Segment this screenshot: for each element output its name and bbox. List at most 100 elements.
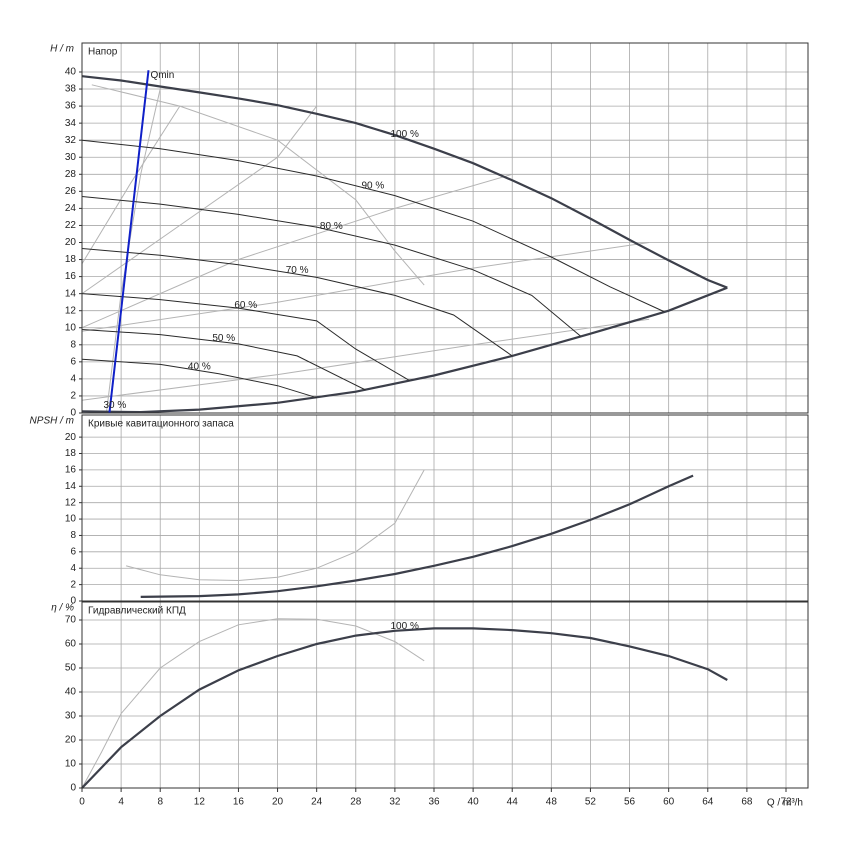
curve-label: 40 %	[188, 361, 211, 372]
x-tick-label: 20	[272, 797, 284, 808]
y-tick-label: 20	[65, 237, 77, 248]
curve	[108, 70, 150, 414]
curve	[81, 286, 728, 414]
y-axis-label: H / m	[50, 44, 74, 55]
y-tick-label: 10	[65, 514, 77, 525]
x-tick-label: 72	[780, 797, 792, 808]
panel-title: Кривые кавитационного запаса	[88, 419, 234, 430]
curve	[81, 329, 366, 391]
y-tick-label: 70	[65, 615, 77, 626]
curve	[140, 474, 694, 598]
panel-frame	[81, 42, 809, 414]
y-tick-label: 28	[65, 169, 77, 180]
x-tick-label: 8	[157, 797, 163, 808]
curve	[81, 318, 650, 401]
curve	[81, 105, 181, 265]
y-tick-label: 14	[65, 288, 77, 299]
y-tick-label: 60	[65, 639, 77, 650]
panel-frame	[81, 601, 809, 789]
y-tick-label: 38	[65, 84, 77, 95]
panel-frame	[81, 414, 809, 602]
x-tick-label: 52	[585, 797, 597, 808]
curve	[125, 469, 425, 582]
y-tick-label: 30	[65, 152, 77, 163]
x-tick-label: 44	[507, 797, 519, 808]
curve	[81, 75, 728, 289]
x-axis-label: Q / m³/h	[767, 798, 803, 809]
x-tick-label: 68	[741, 797, 753, 808]
y-tick-label: 40	[65, 687, 77, 698]
y-tick-label: 50	[65, 663, 77, 674]
curve-label: 100 %	[390, 621, 418, 632]
x-tick-label: 48	[546, 797, 558, 808]
curve-label: 50 %	[212, 333, 235, 344]
annotation: 30 %	[104, 400, 127, 411]
curve	[81, 293, 410, 382]
x-tick-label: 4	[118, 797, 124, 808]
y-tick-label: 4	[70, 563, 76, 574]
y-tick-label: 18	[65, 254, 77, 265]
y-tick-label: 18	[65, 448, 77, 459]
y-tick-label: 22	[65, 220, 77, 231]
curve	[81, 248, 513, 357]
y-tick-label: 0	[70, 596, 76, 607]
x-tick-label: 36	[428, 797, 440, 808]
y-axis-label: η / %	[51, 603, 74, 614]
curve-label: 90 %	[361, 181, 384, 192]
x-tick-label: 28	[350, 797, 362, 808]
curve-label: 80 %	[320, 221, 343, 232]
y-tick-label: 6	[70, 356, 76, 367]
y-tick-label: 16	[65, 271, 77, 282]
y-tick-label: 16	[65, 465, 77, 476]
curve-label: 100 %	[390, 129, 418, 140]
y-tick-label: 8	[70, 339, 76, 350]
y-tick-label: 0	[70, 408, 76, 419]
curve	[81, 196, 582, 337]
y-tick-label: 4	[70, 374, 76, 385]
curve	[105, 88, 161, 414]
y-tick-label: 20	[65, 735, 77, 746]
y-tick-label: 32	[65, 135, 77, 146]
curve-label: 70 %	[286, 265, 309, 276]
x-tick-label: 40	[468, 797, 480, 808]
curve	[81, 105, 318, 295]
y-tick-label: 24	[65, 203, 77, 214]
curve-label: 60 %	[234, 300, 257, 311]
y-tick-label: 2	[70, 391, 76, 402]
y-tick-label: 26	[65, 186, 77, 197]
y-tick-label: 20	[65, 432, 77, 443]
curve	[81, 242, 650, 332]
y-tick-label: 34	[65, 118, 77, 129]
panel-title: Гидравлический КПД	[88, 606, 186, 617]
y-tick-label: 0	[70, 783, 76, 794]
y-tick-label: 10	[65, 759, 77, 770]
y-tick-label: 8	[70, 530, 76, 541]
y-tick-label: 14	[65, 481, 77, 492]
x-tick-label: 64	[702, 797, 714, 808]
y-axis-label: NPSH / m	[30, 416, 74, 427]
curve	[91, 84, 425, 286]
x-tick-label: 12	[194, 797, 206, 808]
y-tick-label: 2	[70, 579, 76, 590]
x-tick-label: 56	[624, 797, 636, 808]
y-tick-label: 30	[65, 711, 77, 722]
curve	[81, 627, 728, 789]
x-tick-label: 24	[311, 797, 323, 808]
y-tick-label: 40	[65, 67, 77, 78]
x-tick-label: 32	[389, 797, 401, 808]
curve	[81, 618, 425, 789]
x-tick-label: 16	[233, 797, 245, 808]
y-tick-label: 36	[65, 101, 77, 112]
curve	[81, 139, 665, 312]
curve	[81, 358, 317, 399]
curve	[81, 173, 513, 329]
x-tick-label: 0	[79, 797, 85, 808]
x-tick-label: 60	[663, 797, 675, 808]
y-tick-label: 6	[70, 546, 76, 557]
y-tick-label: 12	[65, 305, 77, 316]
annotation: Qmin	[150, 70, 174, 81]
y-tick-label: 10	[65, 322, 77, 333]
panel-title: Напор	[88, 47, 118, 58]
y-tick-label: 12	[65, 497, 77, 508]
